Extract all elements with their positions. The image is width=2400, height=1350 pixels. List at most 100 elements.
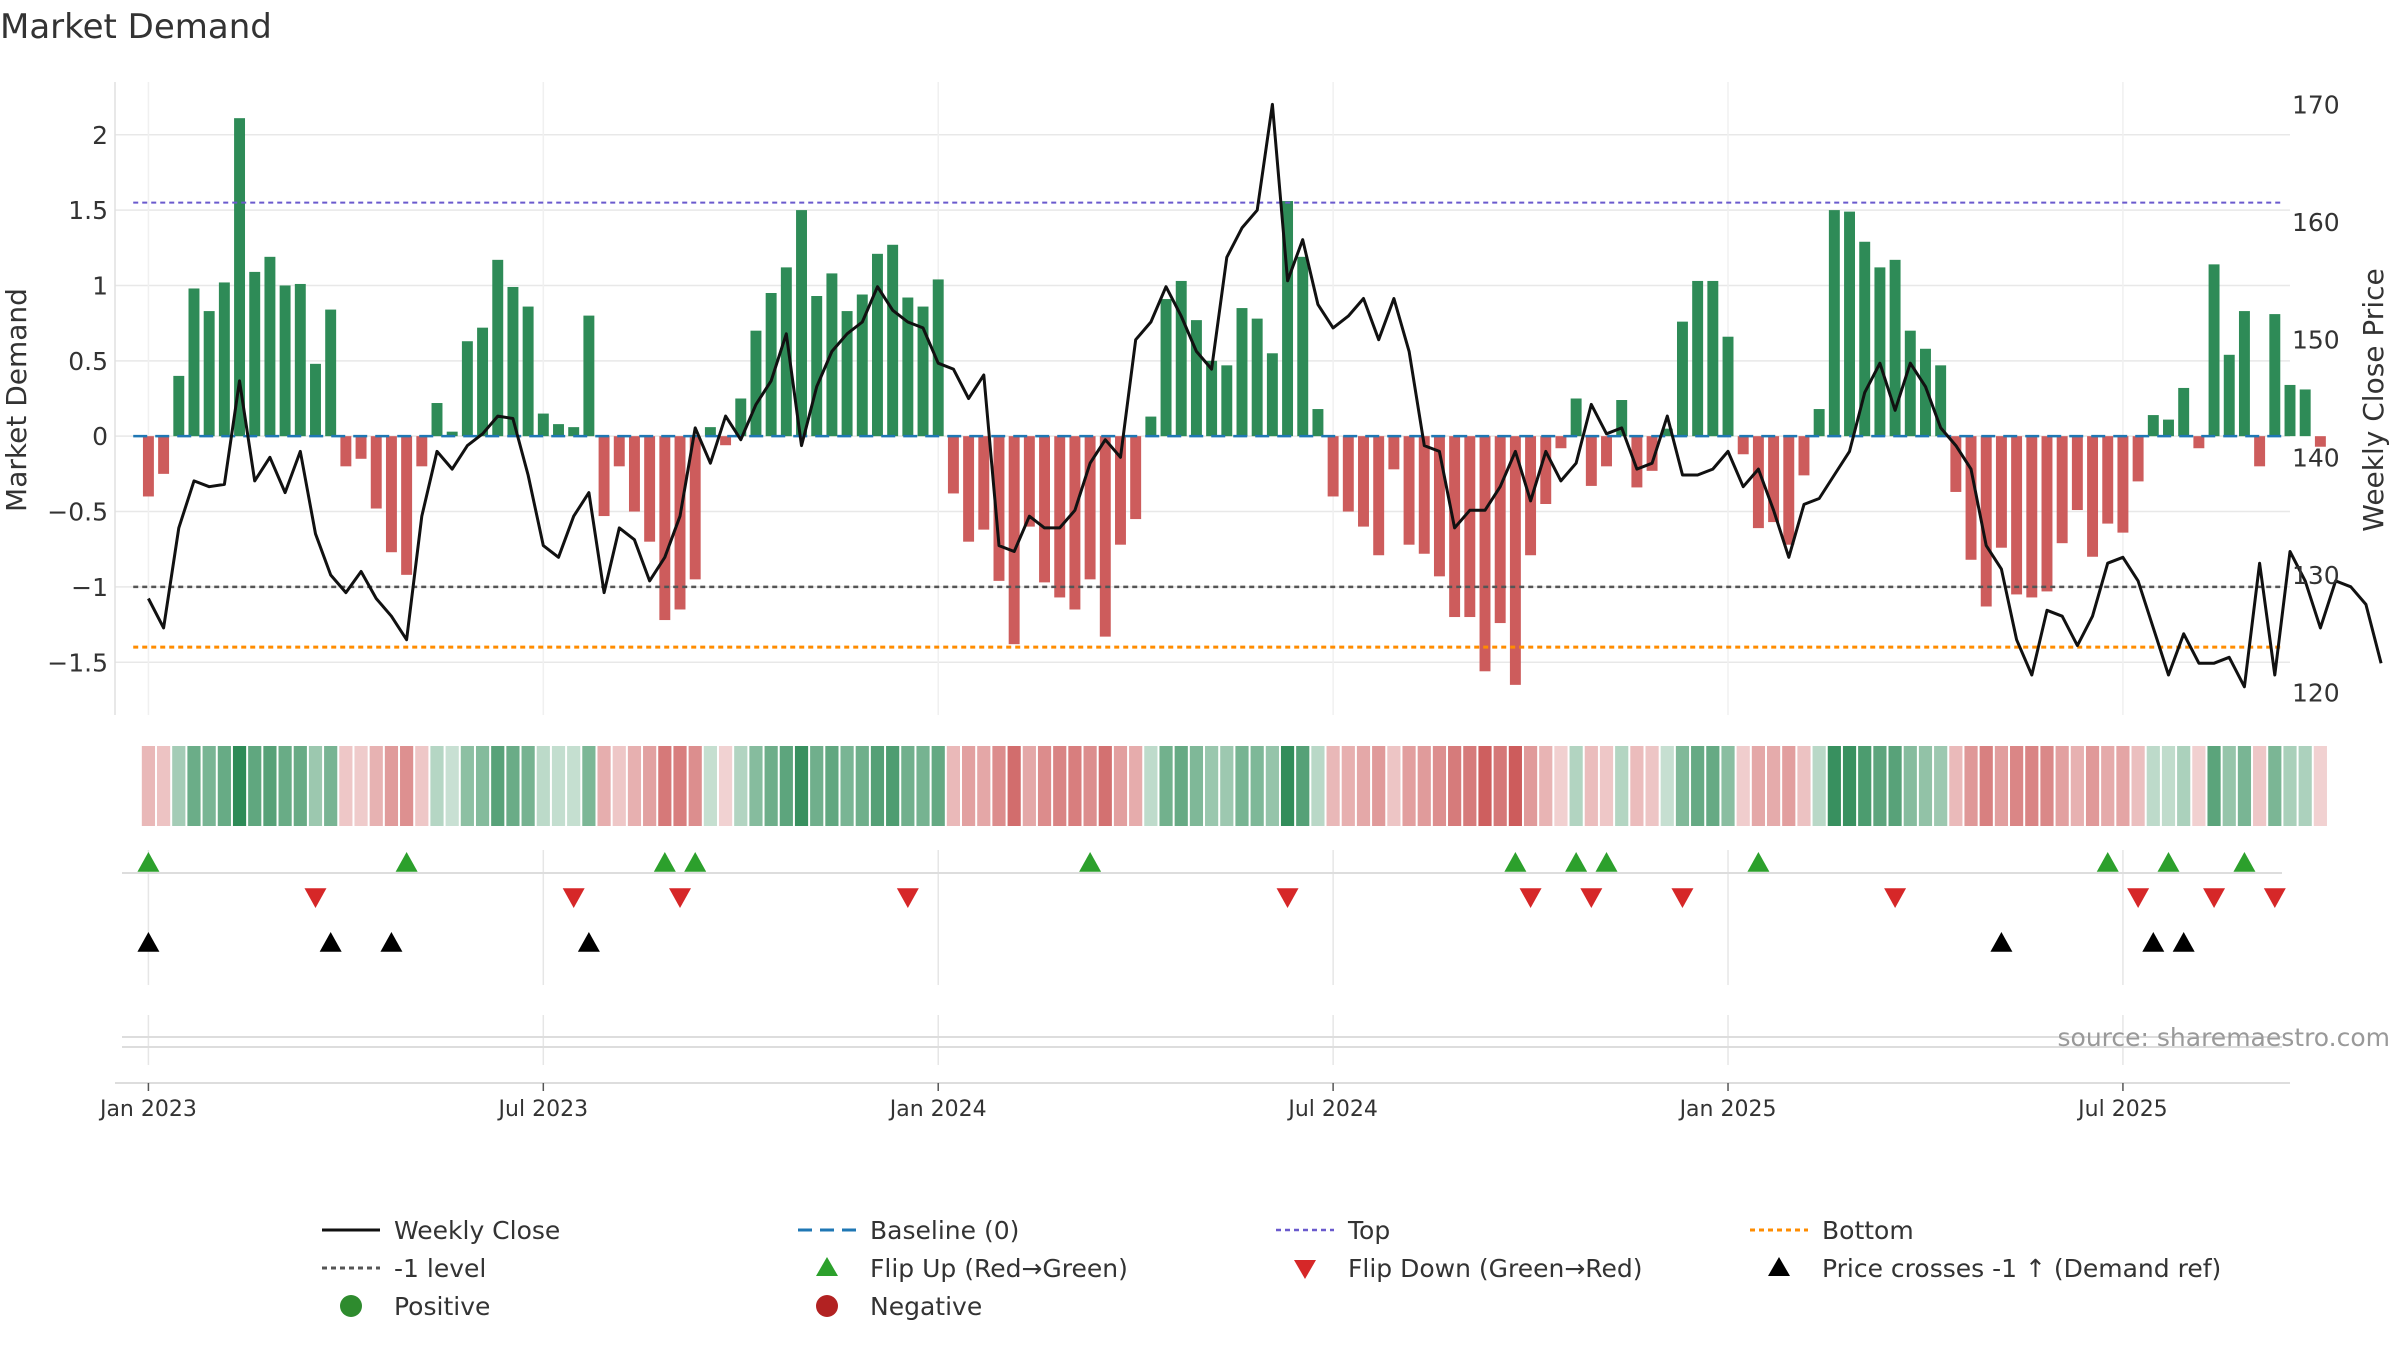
legend-swatch <box>1294 1260 1316 1279</box>
y2-tick-label: 120 <box>2292 679 2340 708</box>
heat-cell <box>1842 746 1857 826</box>
demand-bar <box>947 436 959 494</box>
legend-item-weekly-close: Weekly Close <box>322 1216 560 1245</box>
heat-cell <box>475 746 490 826</box>
heat-cell <box>2237 746 2252 826</box>
flip-up-marker <box>395 852 418 872</box>
heat-cell <box>2192 746 2206 826</box>
heat-cell <box>172 746 186 826</box>
demand-bar <box>553 424 564 437</box>
flip-up-marker <box>1565 852 1588 872</box>
flip-down-marker <box>1519 888 1542 908</box>
demand-bar <box>1039 436 1051 583</box>
demand-bar <box>1616 400 1628 437</box>
flip-up-marker <box>684 852 707 872</box>
demand-bar <box>1509 436 1521 685</box>
demand-bar <box>2087 436 2099 557</box>
heat-cell <box>157 746 171 826</box>
flip-up-marker <box>137 852 160 872</box>
price-cross-marker <box>577 932 600 952</box>
x-tick-label: Jan 2025 <box>1678 1097 1777 1122</box>
heat-cell <box>2010 746 2024 826</box>
heat-cell <box>369 746 383 826</box>
x-tick-label: Jul 2024 <box>1286 1097 1378 1122</box>
heat-cell <box>1417 746 1431 826</box>
heat-cell <box>916 746 930 826</box>
flip-up-marker <box>1504 852 1527 872</box>
demand-bar <box>1358 436 1369 527</box>
demand-bar <box>1737 436 1749 455</box>
price-cross-marker <box>2142 932 2165 952</box>
heat-cell <box>430 746 444 826</box>
heat-cell <box>1144 746 1158 826</box>
y2-tick-label: 130 <box>2292 561 2340 590</box>
flip-down-marker <box>2263 888 2286 908</box>
heat-cell <box>521 746 535 826</box>
heat-cell <box>2085 746 2100 826</box>
flip-up-marker <box>1595 852 1618 872</box>
heat-cell <box>1356 746 1371 826</box>
demand-bar <box>1707 280 1719 437</box>
demand-bar <box>963 436 975 542</box>
demand-bar <box>522 306 534 437</box>
heat-cell <box>1387 746 1401 826</box>
legend-label: Baseline (0) <box>870 1216 1019 1245</box>
heat-cell <box>1037 746 1052 826</box>
demand-bar <box>1828 210 1840 437</box>
demand-bar <box>1920 348 1931 437</box>
heat-cell <box>1448 746 1462 826</box>
heat-cell <box>1235 746 1249 826</box>
demand-bar <box>1980 436 1992 607</box>
heat-cell <box>308 746 323 826</box>
heat-cell <box>1493 746 1507 826</box>
heat-cell <box>2283 746 2297 826</box>
demand-bar <box>1783 436 1795 545</box>
heat-cell <box>946 746 961 826</box>
demand-bar <box>2041 436 2053 592</box>
heat-cell <box>2040 746 2054 826</box>
heat-cell <box>1751 746 1765 826</box>
heat-cell <box>764 746 778 826</box>
demand-bar <box>340 436 352 467</box>
heat-cell <box>1220 746 1234 826</box>
demand-bar <box>1236 308 1248 437</box>
heat-cell <box>1599 746 1614 826</box>
x-tick-label: Jul 2025 <box>2076 1097 2168 1122</box>
chart-title: Market Demand <box>0 7 272 47</box>
flip-up-marker <box>1747 852 1770 872</box>
demand-bar <box>1768 436 1780 523</box>
demand-bar <box>355 436 367 459</box>
demand-bar <box>704 427 716 437</box>
heat-cell <box>1934 746 1948 826</box>
demand-bar <box>1646 436 1658 471</box>
heat-cell <box>886 746 900 826</box>
heat-cell <box>2101 746 2115 826</box>
flip-up-marker <box>2157 852 2180 872</box>
demand-bar <box>871 253 883 437</box>
demand-bar <box>1798 436 1810 476</box>
y-tick-label: 0 <box>92 422 108 451</box>
demand-bar <box>720 436 732 446</box>
demand-bar <box>401 436 413 575</box>
demand-bar <box>1023 436 1035 527</box>
demand-bar <box>537 413 549 437</box>
price-cross-marker <box>1990 932 2013 952</box>
demand-bar <box>1540 436 1552 504</box>
heat-cell <box>2222 746 2236 826</box>
heat-cell <box>2146 746 2160 826</box>
demand-bar <box>158 436 170 474</box>
demand-bar <box>2284 384 2296 437</box>
heat-cell <box>278 746 292 826</box>
heat-cell <box>1159 746 1173 826</box>
demand-bar <box>1965 436 1977 560</box>
demand-bar <box>674 436 686 610</box>
heat-cell <box>1341 746 1355 826</box>
flip-down-marker <box>2127 888 2150 908</box>
demand-bar <box>628 436 640 512</box>
demand-bar <box>598 436 610 517</box>
heat-cell <box>263 746 277 826</box>
heat-cell <box>141 746 156 826</box>
demand-bar <box>856 294 868 437</box>
heat-cell <box>1797 746 1811 826</box>
legend: Weekly Close Baseline (0) Top Bottom -1 leve… <box>322 1216 2221 1321</box>
